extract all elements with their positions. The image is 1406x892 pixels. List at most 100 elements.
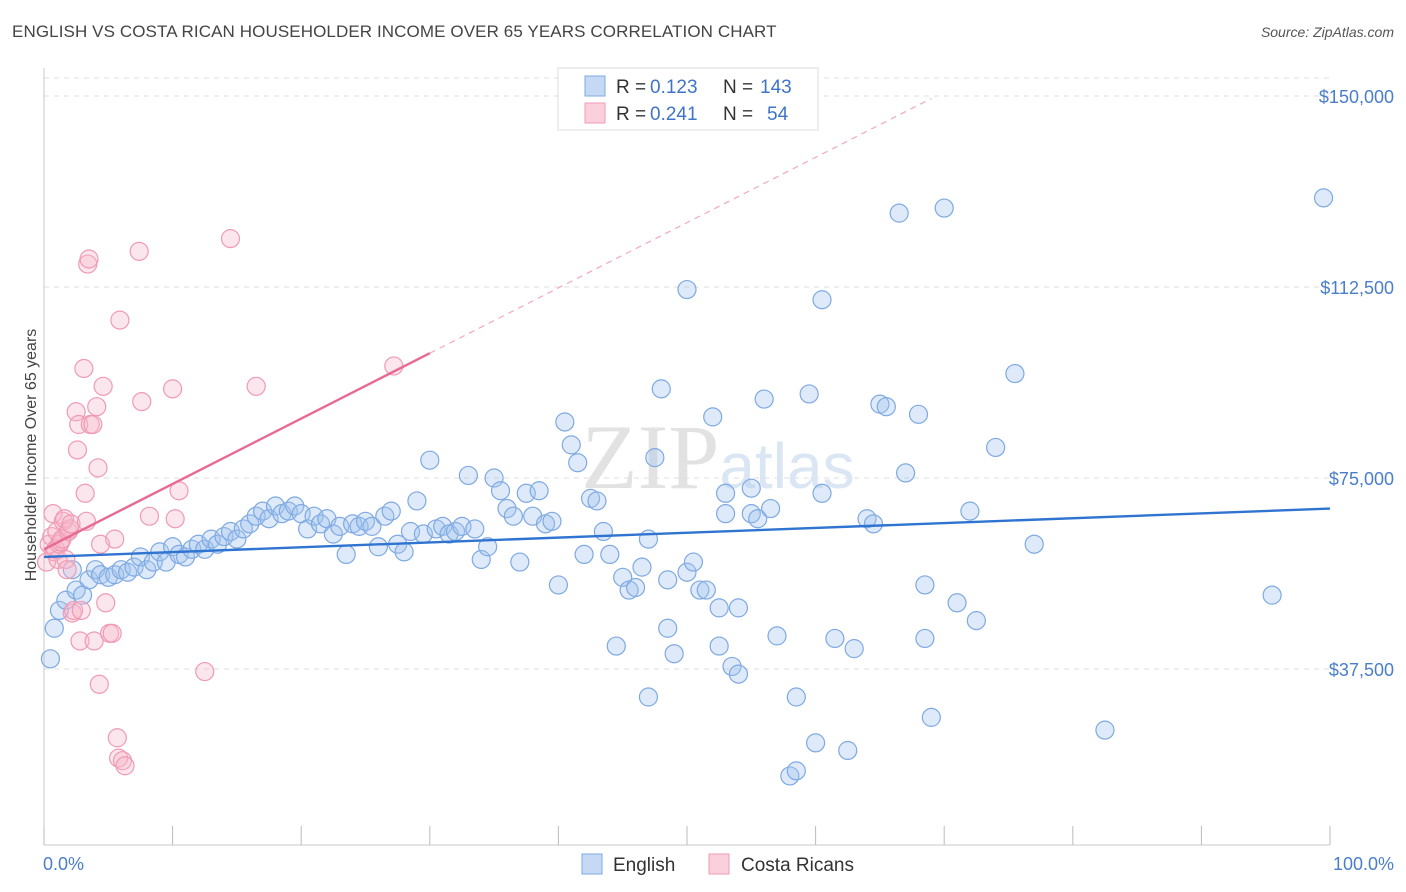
costa-point-48 <box>132 392 152 412</box>
english-point-32 <box>240 514 260 534</box>
english-point-89 <box>606 636 626 656</box>
english-point-123 <box>799 384 819 404</box>
top-legend: R = 0.123 N = 143 R = 0.241 N = 54 <box>557 67 819 131</box>
english-point-137 <box>915 575 935 595</box>
costa-point-24 <box>71 600 91 621</box>
costa-point-33 <box>87 397 107 417</box>
costa-point-49 <box>139 506 160 526</box>
english-point-108 <box>709 636 729 656</box>
y-tick-label-0: $37,500 <box>1329 660 1394 680</box>
y-tick-label-2: $112,500 <box>1320 278 1394 298</box>
english-point-134 <box>889 203 909 223</box>
bottom-legend: English Costa Ricans <box>581 853 854 876</box>
legend-costa-n-value: 54 <box>767 104 789 125</box>
english-point-121 <box>786 761 806 781</box>
english-point-112 <box>728 664 749 684</box>
legend-english-r-label: R = <box>616 77 646 98</box>
english-point-43 <box>310 514 331 534</box>
english-point-143 <box>966 611 986 631</box>
english-point-53 <box>375 506 395 526</box>
english-point-36 <box>265 496 286 516</box>
costa-point-53 <box>195 661 215 682</box>
costa-point-38 <box>96 593 116 613</box>
english-point-77 <box>529 481 549 501</box>
costa-point-46 <box>115 756 135 776</box>
costa-point-42 <box>107 728 127 748</box>
english-point-99 <box>658 570 678 590</box>
costa-ricans-points <box>36 229 404 776</box>
english-point-66 <box>458 465 478 486</box>
english-point-9 <box>90 565 111 585</box>
costa-trend-extension <box>429 98 932 354</box>
english-point-100 <box>664 644 684 664</box>
costa-point-44 <box>110 310 130 330</box>
english-point-131 <box>863 514 884 534</box>
legend-english-n-value: 143 <box>760 77 792 98</box>
english-point-101 <box>677 562 697 582</box>
english-point-124 <box>805 733 826 753</box>
legend-costa-n-label: N = <box>723 104 753 125</box>
english-point-146 <box>1024 534 1044 554</box>
english-point-58 <box>407 491 427 511</box>
costa-point-12 <box>54 509 75 529</box>
english-point-72 <box>497 498 517 519</box>
costa-point-31 <box>83 414 103 435</box>
costa-point-55 <box>246 376 266 396</box>
english-point-81 <box>555 412 575 432</box>
y-tick-label-1: $75,000 <box>1329 469 1394 489</box>
english-point-45 <box>323 524 343 544</box>
english-point-145 <box>1005 363 1025 384</box>
english-point-73 <box>503 506 523 526</box>
english-point-120 <box>780 766 800 786</box>
english-point-140 <box>934 198 954 218</box>
watermark-atlas: atlas <box>719 430 854 502</box>
english-point-27 <box>208 534 228 554</box>
costa-point-45 <box>112 751 133 771</box>
tick-labels: $37,500 $75,000 $112,500 $150,000 <box>1319 87 1394 680</box>
english-point-98 <box>658 618 678 638</box>
costa-point-36 <box>90 534 111 554</box>
costa-point-35 <box>89 674 109 694</box>
english-point-126 <box>812 290 832 310</box>
english-point-60 <box>420 450 440 470</box>
english-point-24 <box>188 534 208 554</box>
english-point-13 <box>117 562 138 582</box>
y-axis-label: Householder Income Over 65 years <box>23 329 40 582</box>
english-point-116 <box>748 509 768 529</box>
english-point-104 <box>690 580 710 600</box>
english-point-141 <box>947 593 967 613</box>
english-point-128 <box>838 740 858 761</box>
costa-point-51 <box>165 509 185 529</box>
english-point-25 <box>195 539 215 559</box>
costa-trend-line <box>43 352 431 551</box>
english-point-96 <box>638 687 659 707</box>
legend-english-n-label: N = <box>723 77 753 98</box>
costa-point-3 <box>43 504 63 524</box>
bottom-legend-costa-label: Costa Ricans <box>741 855 854 876</box>
english-point-69 <box>478 537 498 557</box>
english-point-136 <box>908 404 929 424</box>
costa-point-41 <box>105 529 125 549</box>
english-point-110 <box>715 483 736 503</box>
english-point-102 <box>683 552 704 572</box>
english-point-144 <box>986 437 1006 458</box>
english-point-105 <box>696 580 716 600</box>
costa-point-32 <box>84 631 104 651</box>
english-point-92 <box>625 577 646 598</box>
english-point-1 <box>44 618 64 638</box>
chart-source: Source: ZipAtlas.com <box>1260 24 1394 40</box>
english-point-103 <box>677 279 697 300</box>
costa-point-19 <box>63 600 84 621</box>
english-trend-line <box>43 507 1331 559</box>
english-point-138 <box>915 628 935 649</box>
bottom-legend-english-swatch <box>581 853 603 875</box>
costa-point-14 <box>57 560 77 580</box>
english-point-31 <box>233 519 253 539</box>
english-point-148 <box>1262 585 1282 605</box>
english-point-52 <box>368 537 388 557</box>
english-point-109 <box>715 504 736 524</box>
axes <box>43 68 1331 846</box>
trend-lines <box>43 98 1331 559</box>
y-tick-label-3: $150,000 <box>1319 87 1394 107</box>
